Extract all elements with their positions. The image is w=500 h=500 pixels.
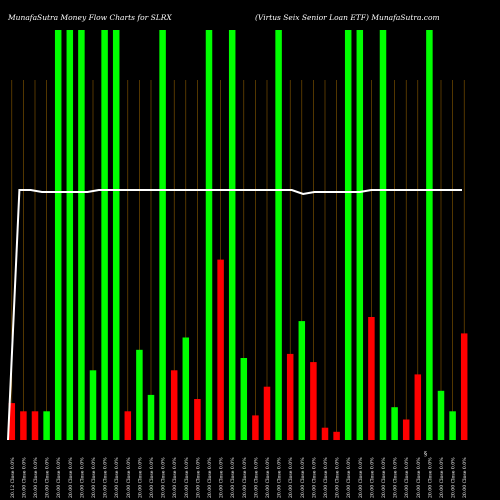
money-flow-bar-18 [205, 30, 213, 440]
money-flow-bar-13 [147, 394, 155, 440]
x-tick-label-19: 20.00 Close 0.0% [219, 457, 225, 498]
x-tick-label-8: 20.00 Close 0.0% [91, 457, 97, 498]
x-tick-label-24: 20.00 Close 0.0% [277, 457, 283, 498]
money-flow-bar-11 [124, 411, 132, 440]
x-tick-label-10: 20.00 Close 0.0% [114, 457, 120, 498]
x-tick-label-30: 20.00 Close 0.0% [346, 457, 352, 498]
chart-title-center: (Virtus Seix Senior Loan ETF) MunafaSutr… [255, 13, 440, 22]
price-line [7, 189, 462, 441]
money-flow-bar-15 [170, 370, 178, 440]
x-tick-label-27: 20.00 Close 0.0% [311, 457, 317, 498]
x-tick-label-5: 20.00 Close 0.0% [56, 457, 62, 498]
money-flow-bar-27 [310, 362, 317, 440]
chart-title-left: MunafaSutra Money Flow Charts for SLRX [8, 13, 172, 22]
x-tick-label-25: 20.00 Close 0.0% [288, 457, 294, 498]
money-flow-bar-24 [275, 30, 282, 440]
x-tick-label-11: 20.00 Close 0.0% [126, 457, 132, 498]
x-tick-label-28: 20.00 Close 0.0% [323, 457, 329, 498]
money-flow-bar-16 [182, 337, 190, 440]
money-flow-bar-22 [252, 415, 259, 440]
money-flow-bar-34 [391, 407, 398, 440]
money-flow-bar-40 [460, 333, 468, 440]
x-tick-label-7: 20.00 Close 0.0% [79, 457, 85, 498]
money-flow-bar-3 [31, 411, 39, 440]
x-tick-label-9: 20.00 Close 0.0% [103, 457, 109, 498]
money-flow-bar-30 [344, 30, 352, 440]
x-tick-label-40: 20.00 Close 0.0% [462, 457, 468, 498]
x-tick-label-1: 20.12 Close 0.0% [10, 457, 16, 498]
money-flow-bar-10 [112, 30, 120, 440]
money-flow-bar-38 [437, 390, 445, 440]
x-tick-label-22: 20.00 Close 0.0% [253, 457, 259, 498]
money-flow-bar-4 [43, 411, 50, 440]
x-tick-label-29: 20.00 Close 0.0% [335, 457, 341, 498]
x-tick-label-39: 20.00 Close 0.0% [451, 457, 457, 498]
x-tick-label-31: 20.00 Close 0.0% [358, 457, 364, 498]
money-flow-bar-6 [66, 30, 74, 440]
x-tick-label-18: 20.00 Close 0.0% [207, 457, 213, 498]
money-flow-bar-19 [217, 259, 224, 440]
x-tick-label-16: 20.00 Close 0.0% [184, 457, 190, 498]
money-flow-bar-1 [8, 403, 16, 440]
money-flow-bar-2 [20, 411, 27, 440]
x-tick-label-35: 20.00 Close 0.0% [404, 457, 410, 498]
money-flow-bar-20 [228, 30, 236, 440]
x-tick-label-6: 20.00 Close 0.0% [68, 457, 74, 498]
money-flow-bar-21 [240, 358, 248, 440]
money-flow-bar-28 [321, 427, 329, 440]
money-flow-bar-36 [414, 374, 422, 440]
x-tick-label-26: 20.00 Close 0.0% [300, 457, 306, 498]
x-tick-labels: 20.12 Close 0.0% 20.00 Close 0.0% 20.00 Cl… [10, 457, 468, 498]
x-tick-label-13: 20.00 Close 0.0% [149, 457, 155, 498]
money-flow-bar-7 [78, 30, 85, 440]
money-flow-bar-31 [356, 30, 364, 440]
x-tick-label-36: 20.00 Close 0.0% [416, 457, 422, 498]
money-flow-bar-32 [368, 317, 375, 440]
x-tick-label-12: 20.00 Close 0.0% [137, 457, 143, 498]
money-flow-bar-14 [159, 30, 166, 440]
x-tick-label-3: 20.00 Close 0.0% [33, 457, 39, 498]
x-tick-label-23: 20.00 Close 0.0% [265, 457, 271, 498]
money-flow-bar-25 [286, 353, 294, 440]
x-tick-label-21: 20.00 Close 0.0% [242, 457, 248, 498]
price-line-path [7, 189, 462, 441]
x-tick-label-32: 20.00 Close 0.0% [369, 457, 375, 498]
money-flow-bar-9 [101, 30, 108, 440]
x-tick-label-38: 20.00 Close 0.0% [439, 457, 445, 498]
money-flow-bar-29 [333, 431, 340, 440]
x-tick-label-17: 20.00 Close 0.0% [195, 457, 201, 498]
x-tick-label-15: 20.00 Close 0.0% [172, 457, 178, 498]
axis-section-mark: § [424, 451, 427, 458]
x-tick-label-4: 20.00 Close 0.0% [45, 457, 51, 498]
money-flow-bar-26 [298, 321, 306, 440]
money-flow-bar-23 [263, 386, 271, 440]
x-tick-label-14: 20.00 Close 0.0% [161, 457, 167, 498]
x-tick-label-20: 20.00 Close 0.0% [230, 457, 236, 498]
money-flow-bar-39 [449, 411, 456, 440]
x-tick-label-33: 20.00 Close 0.0% [381, 457, 387, 498]
x-tick-label-34: 20.00 Close 0.0% [393, 457, 399, 498]
money-flow-bar-37 [426, 30, 433, 440]
bars [8, 30, 468, 440]
money-flow-bar-35 [402, 419, 410, 440]
money-flow-bar-5 [54, 30, 62, 440]
money-flow-bar-17 [194, 399, 201, 440]
money-flow-bar-33 [379, 30, 387, 440]
x-tick-label-2: 20.00 Close 0.0% [21, 457, 27, 498]
money-flow-bar-12 [136, 349, 143, 440]
money-flow-bar-8 [89, 370, 97, 440]
x-tick-label-37: 20.00 Close 0.0% [427, 457, 433, 498]
